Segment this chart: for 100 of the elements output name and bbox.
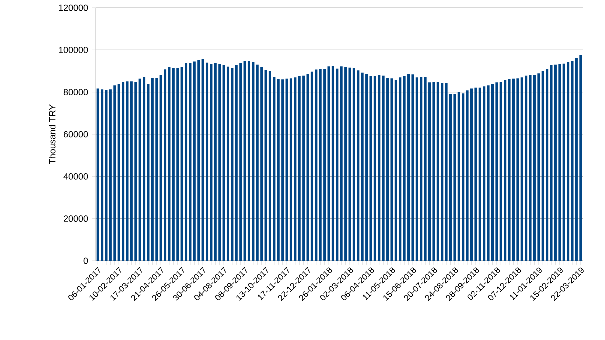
bar xyxy=(445,83,448,261)
bar xyxy=(382,76,385,261)
bar xyxy=(302,76,306,261)
bar xyxy=(374,76,376,261)
bar xyxy=(202,59,204,261)
bar xyxy=(118,84,120,261)
bar xyxy=(126,82,129,261)
bar xyxy=(571,62,574,261)
bar xyxy=(344,67,348,261)
bar xyxy=(366,74,368,261)
bar xyxy=(370,76,372,261)
bar xyxy=(248,62,250,261)
y-tick-label: 40000 xyxy=(64,173,88,180)
bar xyxy=(282,80,284,261)
bar xyxy=(420,76,423,261)
bar xyxy=(286,78,288,261)
bar xyxy=(268,71,272,261)
bar xyxy=(390,78,394,261)
bar xyxy=(483,86,486,261)
bar xyxy=(336,68,339,261)
bar xyxy=(470,88,474,261)
bar xyxy=(210,64,213,261)
bar xyxy=(310,72,314,261)
bar xyxy=(436,82,440,261)
bar xyxy=(315,70,318,261)
bar xyxy=(478,88,482,261)
bar xyxy=(491,84,494,261)
bar xyxy=(189,63,192,261)
bar xyxy=(244,62,246,261)
bar xyxy=(357,70,360,261)
bar xyxy=(462,94,465,261)
bar xyxy=(352,68,356,261)
bar xyxy=(558,64,562,261)
bar xyxy=(500,82,502,261)
bar xyxy=(529,75,532,261)
y-tick-label: 80000 xyxy=(64,89,88,96)
bar xyxy=(206,62,209,261)
bar xyxy=(164,70,167,261)
bar xyxy=(130,82,133,261)
bar xyxy=(151,78,154,261)
bar xyxy=(441,83,444,261)
bar xyxy=(525,76,528,261)
bar xyxy=(256,64,259,261)
bar xyxy=(340,66,343,261)
bar xyxy=(277,79,280,261)
bar xyxy=(306,74,310,261)
bar xyxy=(143,76,146,261)
bar xyxy=(416,78,418,261)
bar xyxy=(512,78,515,261)
bar xyxy=(458,92,460,261)
bar xyxy=(193,62,196,261)
bar xyxy=(264,70,268,261)
bar xyxy=(176,68,180,261)
bar xyxy=(550,66,553,261)
bar xyxy=(298,76,301,261)
bar xyxy=(218,64,222,261)
bar xyxy=(180,67,184,261)
bar xyxy=(214,63,217,261)
bar xyxy=(533,75,536,261)
bar xyxy=(122,82,125,261)
bar xyxy=(332,66,334,261)
y-tick-label: 60000 xyxy=(64,131,88,138)
bar xyxy=(520,78,524,261)
bar xyxy=(466,90,469,261)
bar xyxy=(504,80,507,261)
bar xyxy=(222,66,226,261)
bar xyxy=(319,69,322,261)
bar xyxy=(252,62,255,261)
bar xyxy=(105,90,108,261)
bar xyxy=(290,78,292,261)
bar xyxy=(101,90,104,261)
y-tick-label: 0 xyxy=(84,258,88,264)
bar xyxy=(386,78,390,261)
y-tick-label: 120000 xyxy=(59,4,88,12)
bar xyxy=(156,78,158,261)
bar xyxy=(260,67,264,261)
bar xyxy=(454,94,456,261)
bar xyxy=(114,86,116,261)
bar xyxy=(240,63,242,261)
bar xyxy=(168,67,171,261)
bar xyxy=(198,60,200,261)
bar xyxy=(324,69,326,261)
bar xyxy=(562,64,566,261)
bar xyxy=(538,74,540,261)
bar xyxy=(412,74,414,261)
bar xyxy=(487,86,490,261)
bar xyxy=(580,55,582,261)
bar xyxy=(575,58,578,261)
bar xyxy=(134,82,138,261)
bar xyxy=(294,78,297,261)
bar xyxy=(546,69,549,261)
bar xyxy=(138,78,142,261)
bar xyxy=(185,63,188,261)
bar xyxy=(496,82,498,261)
bar xyxy=(235,66,238,261)
bar xyxy=(432,82,436,261)
bar xyxy=(348,68,352,261)
bar xyxy=(403,76,406,261)
bar xyxy=(567,62,570,261)
bar xyxy=(474,88,478,261)
